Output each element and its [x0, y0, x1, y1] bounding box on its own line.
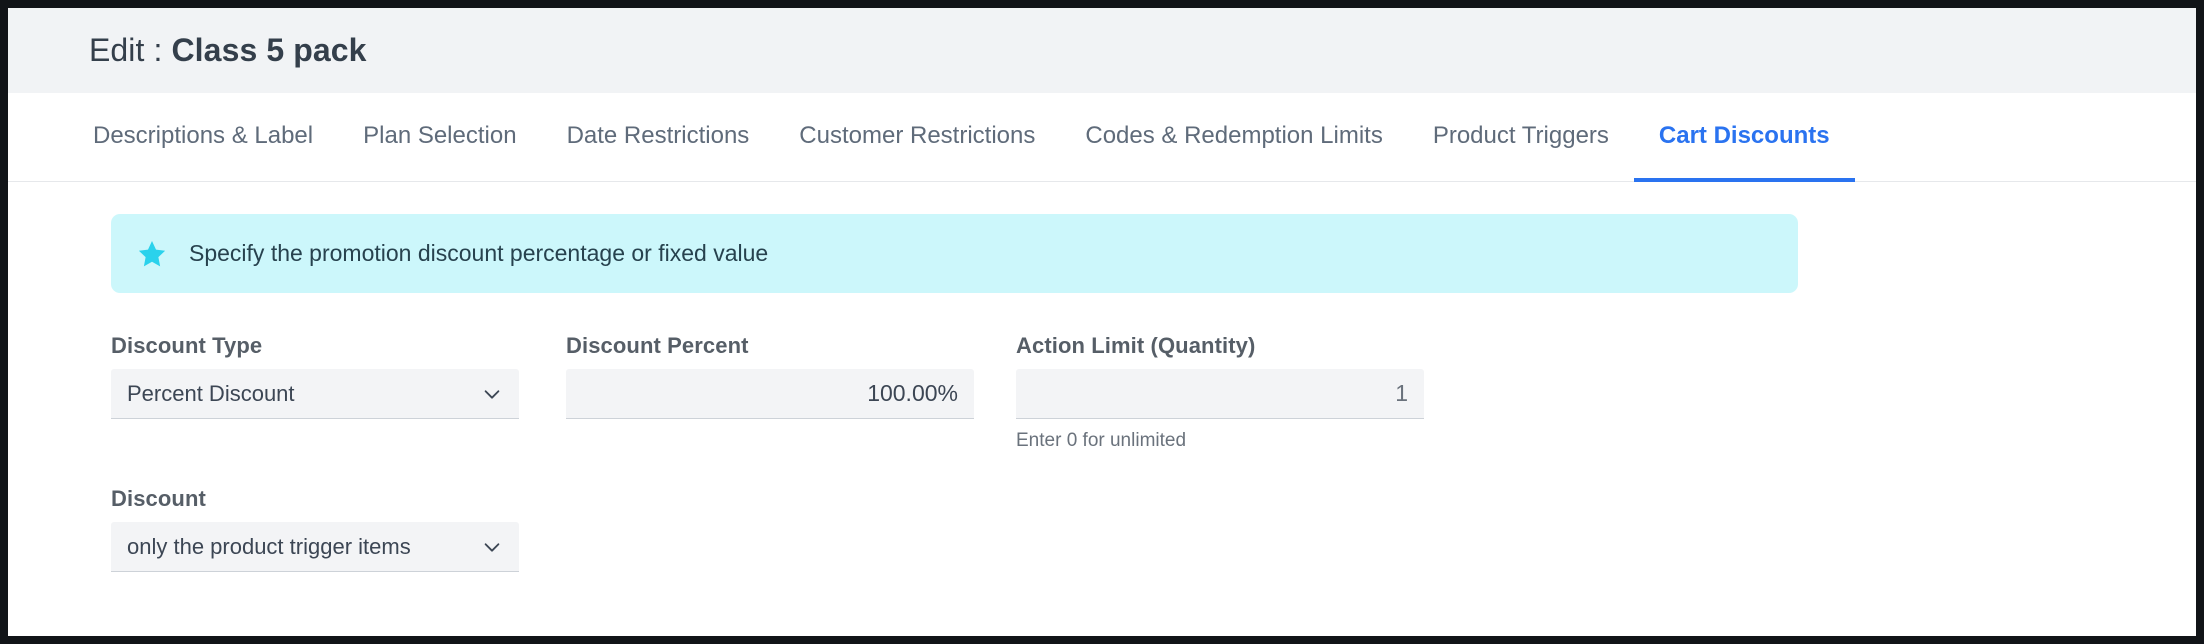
- info-banner: Specify the promotion discount percentag…: [111, 214, 1798, 293]
- tab-bar: Descriptions & Label Plan Selection Date…: [8, 93, 2196, 182]
- field-discount: Discount only the product trigger items: [111, 486, 566, 572]
- page-title-name: Class 5 pack: [171, 32, 367, 68]
- tab-label: Plan Selection: [363, 122, 517, 149]
- discount-percent-input[interactable]: 100.00%: [566, 369, 974, 419]
- field-discount-percent: Discount Percent 100.00%: [566, 333, 1016, 419]
- chevron-down-icon: [484, 542, 500, 552]
- form-grid: Discount Type Percent Discount Discount …: [8, 333, 2196, 572]
- discount-type-select[interactable]: Percent Discount: [111, 369, 519, 419]
- field-action-limit: Action Limit (Quantity) 1 Enter 0 for un…: [1016, 333, 1436, 452]
- page-header: Edit : Class 5 pack: [8, 8, 2196, 93]
- discount-percent-label: Discount Percent: [566, 333, 749, 358]
- tab-customer-restrictions[interactable]: Customer Restrictions: [774, 94, 1060, 182]
- form-row-primary: Discount Type Percent Discount Discount …: [111, 333, 2196, 452]
- tab-plan-selection[interactable]: Plan Selection: [338, 94, 541, 182]
- tab-cart-discounts[interactable]: Cart Discounts: [1633, 94, 1855, 182]
- tab-label: Descriptions & Label: [93, 122, 314, 149]
- discount-select[interactable]: only the product trigger items: [111, 522, 519, 572]
- tab-codes-and-redemption-limits[interactable]: Codes & Redemption Limits: [1060, 94, 1407, 182]
- tab-date-restrictions[interactable]: Date Restrictions: [542, 94, 775, 182]
- form-row-secondary: Discount only the product trigger items: [111, 486, 2196, 572]
- tab-label: Customer Restrictions: [799, 122, 1036, 149]
- tab-label: Cart Discounts: [1658, 122, 1830, 149]
- action-limit-value: 1: [1395, 380, 1408, 406]
- page-title: Edit : Class 5 pack: [35, 0, 367, 106]
- star-icon: [138, 240, 166, 266]
- tab-product-triggers[interactable]: Product Triggers: [1408, 94, 1634, 182]
- discount-type-value: Percent Discount: [127, 380, 295, 406]
- tab-label: Date Restrictions: [566, 122, 750, 149]
- chevron-down-icon: [484, 389, 500, 399]
- action-limit-label: Action Limit (Quantity): [1016, 333, 1256, 358]
- info-banner-text: Specify the promotion discount percentag…: [189, 240, 769, 266]
- discount-label: Discount: [111, 486, 206, 511]
- action-limit-helper-text: Enter 0 for unlimited: [1016, 430, 1187, 451]
- discount-value: only the product trigger items: [127, 533, 411, 559]
- tab-label: Codes & Redemption Limits: [1085, 122, 1383, 149]
- tab-label: Product Triggers: [1432, 122, 1609, 149]
- field-discount-type: Discount Type Percent Discount: [111, 333, 566, 419]
- discount-percent-value: 100.00%: [867, 380, 958, 406]
- content-area: Specify the promotion discount percentag…: [8, 182, 2196, 636]
- tab-descriptions-and-label[interactable]: Descriptions & Label: [68, 94, 338, 182]
- discount-type-label: Discount Type: [111, 333, 263, 358]
- page-title-prefix: Edit :: [88, 32, 172, 68]
- action-limit-input[interactable]: 1: [1016, 369, 1424, 419]
